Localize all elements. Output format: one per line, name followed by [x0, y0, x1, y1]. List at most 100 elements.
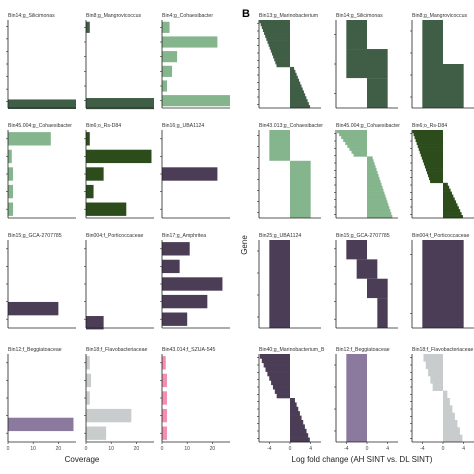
facet-a-1: Bin8;g_Mangrovicoccus — [84, 13, 154, 110]
bar-5 — [265, 34, 290, 38]
facet-title: Bin25;g_UBA1124 — [259, 233, 301, 239]
bar-13 — [274, 58, 290, 62]
bar-20 — [443, 188, 451, 192]
bar-4 — [345, 141, 367, 145]
bar-3 — [8, 184, 14, 199]
bar-0 — [8, 132, 51, 146]
bar-4 — [162, 426, 168, 440]
facet-title: Bin14;g_Silicimonas — [336, 13, 383, 19]
bar-0 — [8, 99, 76, 110]
bar-11 — [443, 434, 463, 443]
bar-12 — [367, 165, 376, 169]
bar-18 — [290, 433, 309, 438]
x-tick-label: -4 — [267, 446, 272, 452]
bar-27 — [443, 209, 461, 213]
facet-a-6: Bin15;g_GCA-2707785 — [6, 233, 76, 329]
facet-b-7: Bin15;g_GCA-2707785 — [334, 233, 398, 329]
bar-1 — [422, 64, 464, 108]
bar-15 — [290, 420, 304, 425]
facets-layer: Bin14;g_Silicimonas Bin8;g_Mangrovicoccus… — [6, 13, 474, 452]
bar-4 — [8, 202, 14, 216]
right-x-axis-label: Log fold change (AH SINT vs. DL SINT) — [292, 455, 433, 464]
bar-1 — [86, 373, 92, 388]
bar-29 — [443, 215, 463, 219]
bar-1 — [162, 36, 218, 48]
bar-3 — [430, 376, 443, 384]
bar-6 — [443, 398, 450, 406]
facet-title: Bin4;g_Cohaesibacter — [162, 13, 213, 19]
bar-0 — [162, 356, 166, 370]
bar-11 — [290, 402, 297, 408]
bar-1 — [356, 259, 378, 279]
x-tick-label: -4 — [344, 446, 349, 452]
bar-3 — [162, 408, 168, 423]
x-tick-label: 10 — [108, 446, 114, 452]
x-tick-label: 0 — [161, 446, 164, 452]
bar-11 — [423, 162, 443, 166]
bar-15 — [276, 64, 290, 68]
bar-29 — [367, 215, 393, 219]
x-tick-label: 20 — [56, 446, 62, 452]
bar-3 — [262, 28, 290, 33]
facet-title: Bin18;f_Flavobacteriaceae — [86, 347, 148, 353]
bar-0 — [269, 130, 290, 161]
bar-9 — [421, 156, 443, 160]
bar-3 — [377, 298, 388, 328]
bar-4 — [416, 141, 443, 145]
bar-8 — [353, 153, 367, 157]
x-tick-label: 10 — [184, 446, 190, 452]
bar-13 — [367, 168, 377, 172]
bar-0 — [86, 132, 90, 146]
bar-2 — [367, 278, 388, 299]
bar-28 — [367, 212, 392, 216]
facet-a-2: Bin4;g_Cohaesibacter — [160, 13, 230, 109]
facet-a-11: Bin43.014;f_SZUA-545 0 10 20 — [160, 347, 230, 452]
facet-b-3: Bin43.013;g_Cohaesibacter — [257, 123, 323, 219]
facet-a-7: Bin004;f_Porticoccaceae — [84, 233, 154, 330]
bar-14 — [367, 171, 378, 175]
bar-15 — [428, 174, 443, 178]
bar-3 — [415, 138, 443, 143]
bar-2 — [86, 167, 104, 181]
bar-11 — [367, 162, 375, 166]
bar-16 — [367, 176, 380, 181]
bar-8 — [420, 153, 443, 157]
facet-title: Bin15;g_GCA-2707785 — [8, 233, 62, 239]
bar-21 — [367, 191, 385, 195]
bar-4 — [86, 426, 107, 440]
bar-5 — [269, 376, 290, 381]
facet-title: Bin45.004;g_Cohaesibacter — [8, 123, 72, 129]
bar-23 — [367, 197, 387, 201]
facet-title: Bin8;g_Mangrovicoccus — [412, 13, 467, 19]
facet-title: Bin45.004;g_Cohaesibacter — [336, 123, 400, 129]
bar-9 — [269, 46, 290, 50]
bar-0 — [86, 356, 90, 370]
bar-20 — [367, 188, 384, 192]
panel-b-label: B — [242, 8, 250, 20]
bar-26 — [443, 206, 459, 210]
bar-14 — [290, 415, 302, 421]
bar-0 — [86, 21, 90, 33]
facet-b-2: Bin8;g_Mangrovicoccus — [410, 13, 474, 109]
bar-2 — [86, 391, 90, 405]
bar-10 — [443, 427, 460, 435]
x-tick-label: -4 — [420, 446, 425, 452]
bar-28 — [443, 212, 462, 216]
bar-18 — [367, 182, 382, 187]
bar-5 — [347, 144, 367, 148]
bar-14 — [275, 61, 290, 65]
x-tick-label: 10 — [30, 446, 36, 452]
x-tick-label: 0 — [442, 446, 445, 452]
bar-1 — [8, 149, 12, 164]
bar-19 — [290, 75, 298, 79]
bar-0 — [346, 240, 367, 260]
bar-2 — [428, 368, 443, 377]
facet-b-1: Bin14;g_Silicimonas — [334, 13, 398, 109]
bar-0 — [412, 130, 443, 134]
bar-4 — [86, 202, 127, 216]
bar-17 — [290, 69, 296, 74]
facet-b-6: Bin25;g_UBA1124 — [257, 233, 321, 329]
facet-title: Bin15;g_GCA-2707785 — [336, 233, 390, 239]
bar-25 — [443, 203, 458, 207]
